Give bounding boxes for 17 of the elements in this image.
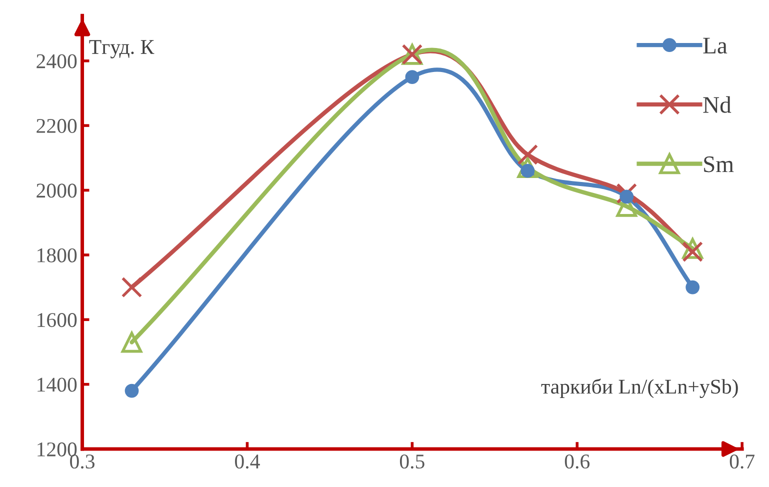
legend-label: Sm bbox=[704, 156, 734, 172]
y-axis-title: Tгуд. К bbox=[89, 40, 154, 58]
y-tick-label: 1200 bbox=[38, 442, 77, 456]
x-axis-title: таркиби Ln/(xLn+ySb) bbox=[541, 378, 738, 398]
legend-label: Nd bbox=[703, 96, 732, 113]
y-tick-label: 1600 bbox=[38, 313, 77, 328]
x-tick-label: 0.3 bbox=[70, 454, 94, 469]
x-tick-label: 0.4 bbox=[235, 454, 260, 469]
x-tick-label: 0.6 bbox=[564, 454, 590, 469]
x-tick-label: 0.7 bbox=[730, 454, 755, 469]
y-tick-label: 2200 bbox=[36, 118, 77, 133]
y-tick-label: 1800 bbox=[38, 248, 77, 262]
legend-label: La bbox=[703, 38, 728, 54]
y-tick-label: 2000 bbox=[36, 184, 77, 198]
x-tick-label: 0.5 bbox=[400, 454, 424, 469]
y-tick-label: 1400 bbox=[38, 378, 77, 392]
y-tick-label: 2400 bbox=[36, 54, 77, 68]
